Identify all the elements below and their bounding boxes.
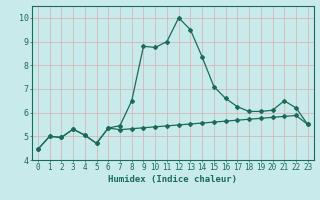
X-axis label: Humidex (Indice chaleur): Humidex (Indice chaleur) [108,175,237,184]
